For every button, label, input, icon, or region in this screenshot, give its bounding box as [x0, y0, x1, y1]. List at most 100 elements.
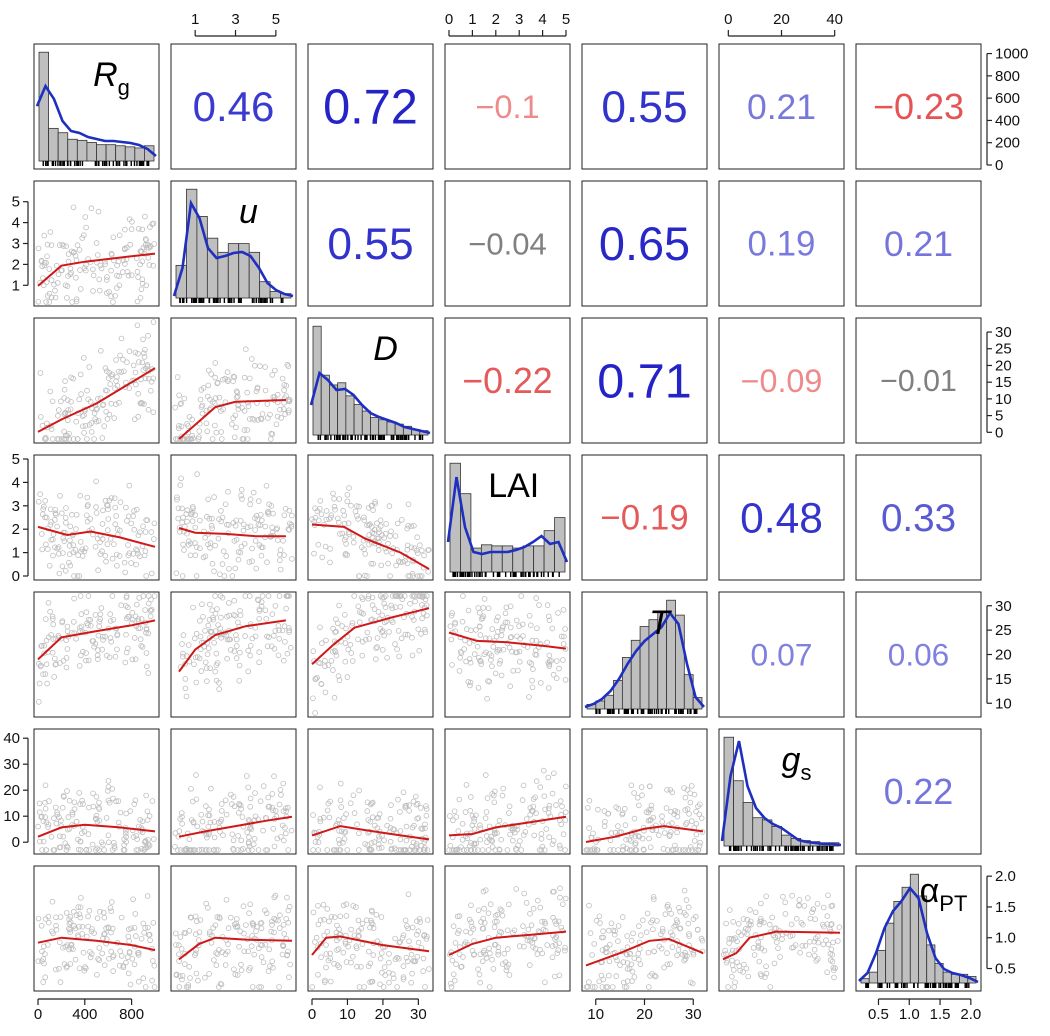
axis-bottom-2: 0 10 20 30 — [308, 998, 427, 1023]
scatter-point — [321, 932, 328, 939]
scatter-point — [193, 970, 200, 977]
scatter-point — [119, 269, 126, 275]
scatter-point — [139, 226, 146, 233]
scatter-point — [734, 938, 740, 945]
scatter-point — [75, 552, 81, 558]
scatter-point — [684, 786, 691, 793]
scatter-point — [533, 778, 540, 784]
scatter-point — [113, 401, 119, 408]
scatter-point — [348, 926, 354, 933]
scatter-point — [366, 636, 373, 642]
scatter-point — [615, 938, 621, 944]
scatter-point — [341, 836, 348, 842]
scatter-point — [218, 981, 225, 988]
scatter-point — [194, 918, 200, 925]
smooth-line — [178, 815, 293, 838]
scatter-point — [103, 558, 109, 565]
scatter-point — [179, 976, 185, 983]
scatter-point — [495, 951, 502, 958]
scatter-point — [279, 375, 286, 382]
scatter-point — [485, 910, 492, 916]
scatter-point — [59, 563, 66, 570]
scatter-point — [384, 822, 390, 829]
scatter-point — [131, 635, 138, 641]
scatter-point — [615, 847, 621, 853]
scatter-point — [544, 602, 551, 608]
scatter-point — [77, 838, 84, 845]
scatter-point — [182, 676, 189, 682]
scatter-point — [279, 627, 286, 634]
scatter-point — [310, 909, 317, 916]
correlation-value: 0.21 — [884, 224, 953, 264]
scatter-point — [264, 643, 271, 650]
scatter-point — [771, 925, 778, 932]
scatter-point — [331, 960, 337, 967]
scatter-point — [76, 663, 83, 669]
scatter-point — [147, 243, 154, 250]
scatter-point — [782, 899, 788, 906]
histogram-bar — [217, 251, 229, 299]
scatter-point — [780, 893, 786, 900]
scatter-point — [559, 901, 566, 908]
tick-label: 10 — [995, 391, 1012, 408]
scatter-point — [336, 602, 342, 609]
tick-label: 10 — [339, 1006, 356, 1023]
scatter-point — [57, 914, 64, 920]
scatter-point — [417, 805, 424, 811]
scatter-point — [67, 562, 74, 569]
scatter-point — [176, 422, 182, 429]
scatter-point — [664, 847, 671, 853]
scatter-point — [193, 630, 200, 637]
scatter-point — [331, 914, 338, 920]
panel-frame — [307, 454, 434, 581]
scatter-point — [38, 813, 45, 820]
scatter-point — [832, 965, 838, 971]
scatter-point — [499, 912, 506, 919]
scatter-point — [639, 792, 645, 798]
scatter-point — [534, 625, 540, 632]
scatter-point — [747, 907, 753, 913]
scatter-point — [45, 824, 51, 830]
panel-D-T: 0.71 — [581, 317, 708, 444]
scatter-point — [537, 904, 544, 911]
scatter-point — [93, 812, 100, 819]
scatter-point — [409, 924, 416, 931]
scatter-point — [274, 537, 281, 543]
scatter-point — [82, 545, 89, 552]
scatter-point — [182, 930, 189, 936]
scatter-point — [74, 436, 81, 442]
scatter-point — [50, 552, 56, 559]
scatter-point — [533, 637, 540, 644]
scatter-point — [73, 274, 79, 281]
scatter-point — [229, 573, 236, 579]
scatter-point — [144, 808, 151, 815]
scatter-point — [138, 248, 144, 254]
scatter-point — [648, 919, 654, 926]
scatter-point — [94, 405, 100, 412]
scatter-point — [344, 552, 350, 558]
scatter-point — [75, 932, 81, 938]
scatter-point — [140, 593, 147, 599]
scatter-point — [265, 794, 272, 801]
scatter-point — [528, 808, 535, 814]
scatter-point — [47, 229, 54, 235]
scatter-point — [245, 840, 252, 847]
scatter-point — [35, 699, 42, 705]
scatter-point — [224, 521, 230, 528]
scatter-point — [522, 829, 529, 835]
scatter-point — [591, 941, 597, 947]
scatter-point — [586, 902, 592, 909]
scatter-point — [203, 803, 209, 809]
scatter-point — [55, 407, 62, 413]
scatter-point — [361, 984, 367, 990]
scatter-point — [211, 639, 217, 646]
scatter-point — [135, 532, 142, 538]
scatter-point — [125, 645, 131, 652]
scatter-point — [245, 647, 252, 654]
scatter-point — [356, 573, 362, 579]
scatter-point — [750, 945, 757, 951]
scatter-point — [374, 520, 380, 526]
scatter-point — [97, 287, 103, 294]
scatter-point — [416, 647, 423, 654]
scatter-point — [606, 941, 613, 948]
